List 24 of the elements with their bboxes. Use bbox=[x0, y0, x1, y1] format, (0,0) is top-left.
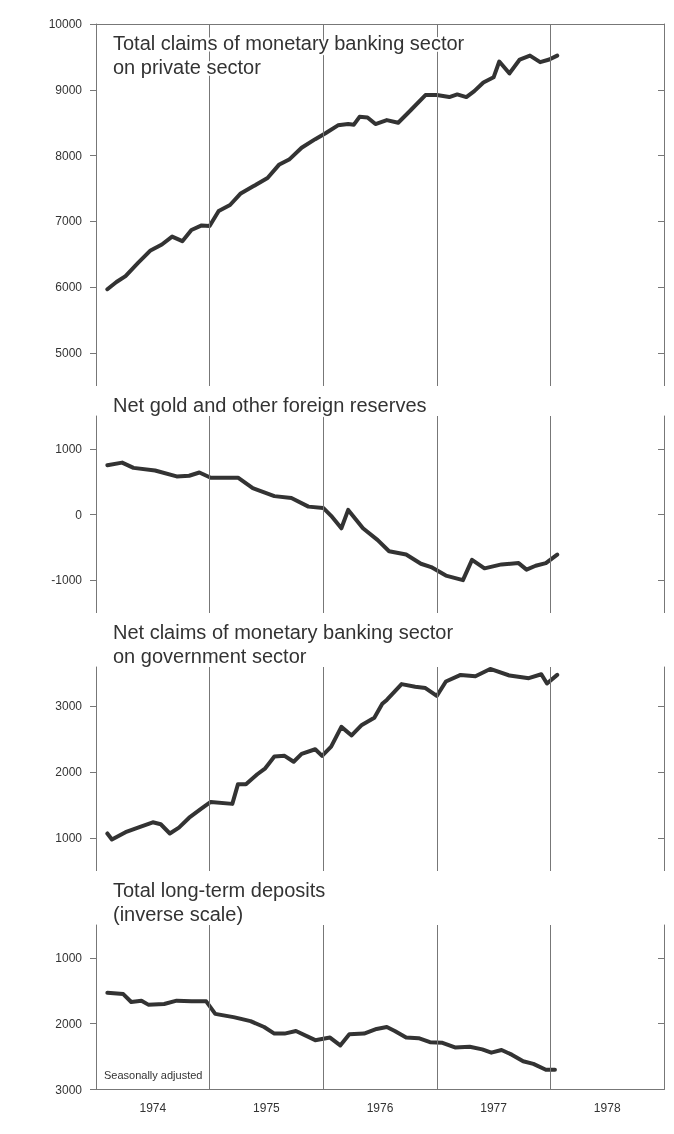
y-tick-label: 6000 bbox=[55, 280, 83, 295]
y-tick-label: 2000 bbox=[55, 1017, 83, 1032]
y-tick-label: 9000 bbox=[55, 82, 83, 97]
y-tick-label: 5000 bbox=[55, 346, 83, 361]
y-tick-label: 2000 bbox=[55, 765, 83, 780]
text: Total long-term deposits (inverse scale) bbox=[113, 879, 326, 926]
x-tick-label: 1978 bbox=[593, 1100, 621, 1115]
y-tick-label: 8000 bbox=[55, 148, 83, 163]
y-tick-label: 1000 bbox=[55, 951, 83, 966]
text: Net gold and other foreign reserves bbox=[113, 393, 427, 416]
annotation: Seasonally adjusted bbox=[104, 1069, 203, 1082]
y-tick-label: 3000 bbox=[55, 699, 83, 714]
y-tick-label: 3000 bbox=[55, 1082, 83, 1097]
x-tick-label: 1974 bbox=[139, 1100, 167, 1115]
y-tick-label: 1000 bbox=[55, 441, 83, 456]
y-tick-label: 0 bbox=[75, 507, 83, 522]
x-tick-label: 1977 bbox=[480, 1100, 508, 1115]
y-tick-label: -1000 bbox=[51, 573, 83, 588]
series-label: Net claims of monetary banking sector on government sector bbox=[113, 621, 454, 668]
x-tick-label: 1976 bbox=[366, 1100, 394, 1115]
y-tick-label: 1000 bbox=[55, 831, 83, 846]
y-tick-label: 10000 bbox=[48, 17, 83, 31]
y-tick-label: 7000 bbox=[55, 214, 83, 229]
x-tick-label: 1975 bbox=[253, 1100, 281, 1115]
